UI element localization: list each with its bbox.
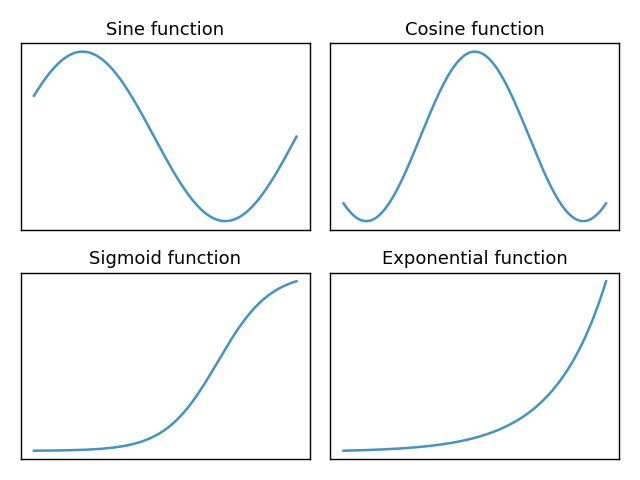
Title: Cosine function: Cosine function	[405, 21, 545, 39]
Title: Sigmoid function: Sigmoid function	[89, 251, 241, 268]
Title: Sine function: Sine function	[106, 21, 224, 39]
Title: Exponential function: Exponential function	[382, 251, 568, 268]
